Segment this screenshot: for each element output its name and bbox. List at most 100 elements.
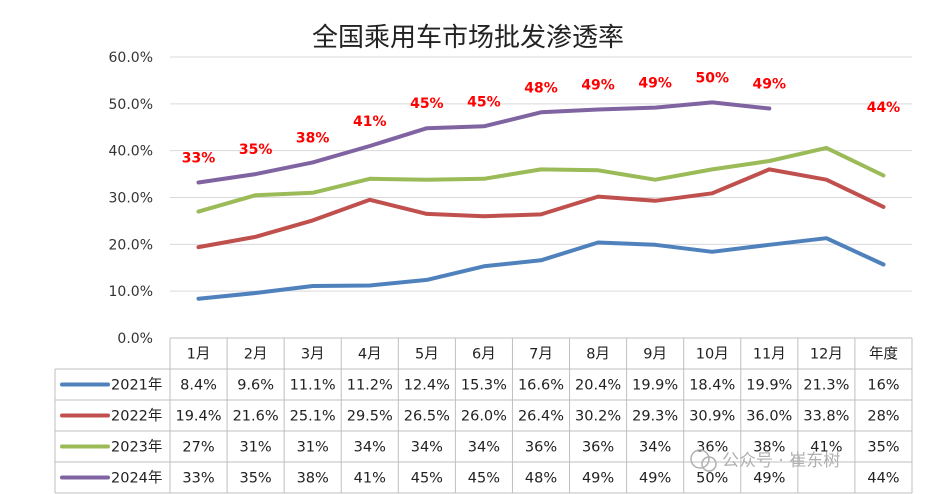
y-tick-label: 40.0% xyxy=(109,144,153,160)
data-label: 49% xyxy=(581,77,615,93)
y-tick-label: 30.0% xyxy=(109,191,153,207)
table-cell: 31% xyxy=(239,440,271,456)
table-cell: 29.3% xyxy=(632,409,678,425)
table-cell: 35% xyxy=(239,471,271,487)
x-tick-label: 10月 xyxy=(696,347,729,363)
wechat-icon-2 xyxy=(701,456,717,472)
table-cell: 49% xyxy=(582,471,614,487)
table-cell: 48% xyxy=(525,471,557,487)
table-cell: 27% xyxy=(182,440,214,456)
table-cell: 19.9% xyxy=(632,378,678,394)
x-tick-label: 年度 xyxy=(869,346,898,363)
data-label: 44% xyxy=(867,100,901,116)
table-cell: 31% xyxy=(297,440,329,456)
table-cell: 36% xyxy=(525,440,557,456)
table-cell: 20.4% xyxy=(575,378,621,394)
data-label: 49% xyxy=(638,76,672,92)
wechat-icon xyxy=(690,449,710,469)
x-tick-label: 4月 xyxy=(358,347,382,363)
data-label: 33% xyxy=(182,151,216,167)
table-cell: 50% xyxy=(696,471,728,487)
x-tick-label: 9月 xyxy=(643,347,667,363)
data-label: 38% xyxy=(296,130,330,146)
data-label: 45% xyxy=(410,96,444,112)
table-cell: 36% xyxy=(582,440,614,456)
series-line xyxy=(196,236,886,301)
table-cell: 21.3% xyxy=(803,378,849,394)
table-cell: 26.5% xyxy=(404,409,450,425)
table-cell: 30.9% xyxy=(689,409,735,425)
table-cell: 41% xyxy=(354,471,386,487)
table-cell: 36.0% xyxy=(746,409,792,425)
table-cell: 34% xyxy=(468,440,500,456)
x-tick-label: 6月 xyxy=(472,347,496,363)
watermark-text: 公众号 · 崔东树 xyxy=(722,451,840,471)
y-tick-label: 50.0% xyxy=(109,97,153,113)
data-labels: 33% 35% 38% 41% 45% 45% 48% 49% 49% 50% 49% 44% xyxy=(182,70,900,166)
data-table: 1月 2月 3月 4月 5月 6月 7月 8月 9月 10月 11月 12月 年度 2021年 8.4% 9.… xyxy=(54,337,913,494)
table-cell: 41% xyxy=(810,440,842,456)
table-cell: 8.4% xyxy=(180,378,217,394)
table-cell: 38% xyxy=(753,440,785,456)
watermark: 公众号 · 崔东树 xyxy=(690,449,840,472)
legend-label: 2021年 xyxy=(111,377,162,394)
legend-label: 2024年 xyxy=(111,470,162,487)
table-cell: 33.8% xyxy=(803,409,849,425)
y-tick-label: 20.0% xyxy=(109,237,153,253)
table-cell: 49% xyxy=(639,471,671,487)
table-cell: 34% xyxy=(354,440,386,456)
table-cell: 18.4% xyxy=(689,378,735,394)
table-cell: 29.5% xyxy=(347,409,393,425)
table-cell: 35% xyxy=(867,440,899,456)
table-cell: 12.4% xyxy=(404,378,450,394)
table-cell: 16.6% xyxy=(518,378,564,394)
x-tick-label: 5月 xyxy=(415,347,439,363)
table-cell: 34% xyxy=(639,440,671,456)
x-tick-label: 8月 xyxy=(586,347,610,363)
data-label: 41% xyxy=(353,114,387,130)
x-tick-label: 11月 xyxy=(753,347,786,363)
table-cell: 21.6% xyxy=(233,409,279,425)
series-lines xyxy=(196,100,886,301)
table-cell: 11.1% xyxy=(290,378,336,394)
table-cell: 19.4% xyxy=(175,409,221,425)
y-tick-label: 60.0% xyxy=(109,50,153,66)
table-cell: 28% xyxy=(867,409,899,425)
table-cell: 11.2% xyxy=(347,378,393,394)
table-cell: 49% xyxy=(753,471,785,487)
data-label: 45% xyxy=(467,94,501,110)
table-cell: 25.1% xyxy=(290,409,336,425)
y-axis: 0.0% 10.0% 20.0% 30.0% 40.0% 50.0% 60.0% xyxy=(109,50,153,347)
table-cell: 45% xyxy=(468,471,500,487)
x-tick-label: 3月 xyxy=(301,347,325,363)
data-label: 50% xyxy=(695,70,729,86)
x-tick-label: 7月 xyxy=(529,347,553,363)
series-line xyxy=(196,100,772,185)
series-line xyxy=(196,167,886,250)
table-cell: 16% xyxy=(867,378,899,394)
data-label: 35% xyxy=(239,142,273,158)
table-cell: 15.3% xyxy=(461,378,507,394)
x-tick-label: 12月 xyxy=(810,347,843,363)
table-cell: 19.9% xyxy=(746,378,792,394)
legend-label: 2022年 xyxy=(111,408,162,425)
table-cell: 45% xyxy=(411,471,443,487)
table-cell: 38% xyxy=(297,471,329,487)
table-cell: 34% xyxy=(411,440,443,456)
series-line xyxy=(196,145,886,214)
y-tick-label: 10.0% xyxy=(109,284,153,300)
x-tick-label: 2月 xyxy=(244,347,268,363)
chart-title: 全国乘用车市场批发渗透率 xyxy=(312,23,624,53)
table-cell: 9.6% xyxy=(237,378,274,394)
y-tick-label: 0.0% xyxy=(117,331,153,347)
table-cell: 26.0% xyxy=(461,409,507,425)
data-label: 48% xyxy=(524,80,558,96)
grid-layer xyxy=(170,56,912,292)
legend-label: 2023年 xyxy=(111,439,162,456)
data-label: 49% xyxy=(753,77,787,93)
table-cell: 33% xyxy=(182,471,214,487)
table-cell: 26.4% xyxy=(518,409,564,425)
x-tick-label: 1月 xyxy=(187,347,211,363)
